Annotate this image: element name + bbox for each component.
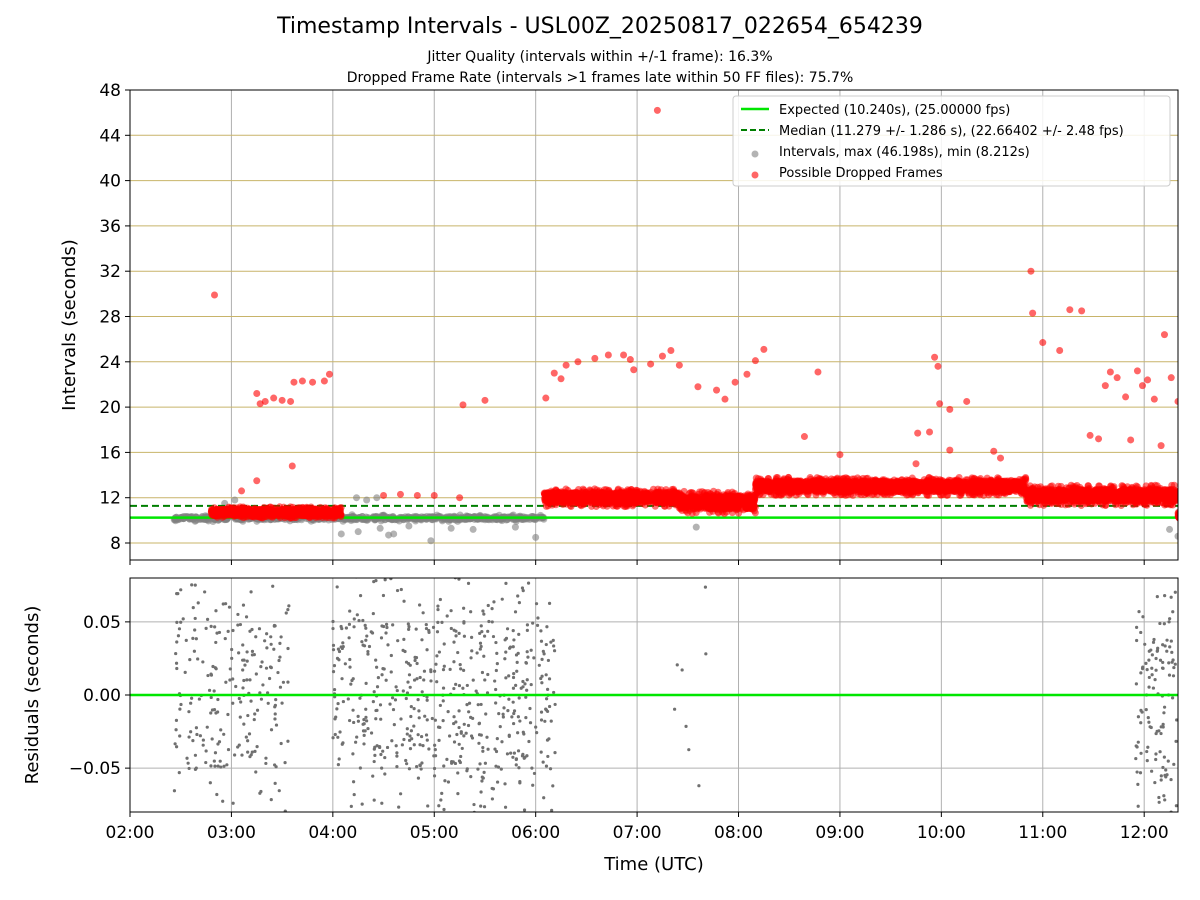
interval-point	[1183, 525, 1190, 532]
interval-point	[1174, 532, 1178, 540]
interval-point	[373, 494, 381, 502]
dropped-frame-point	[281, 508, 289, 516]
interval-point	[337, 530, 345, 538]
dropped-frame-point	[721, 495, 729, 503]
dropped-frame-point	[676, 493, 684, 501]
dropped-frame-point	[714, 508, 722, 516]
dropped-frame-point	[701, 501, 709, 509]
dropped-frame-point	[540, 490, 548, 498]
dropped-frame-point	[334, 505, 342, 513]
dropped-frame-point	[240, 510, 248, 518]
dropped-frame-point	[968, 474, 976, 482]
dropped-frame-point	[217, 505, 225, 513]
dropped-frame-point	[567, 489, 575, 497]
interval-point	[363, 496, 371, 504]
dropped-frame-point	[605, 487, 613, 495]
dropped-frame-point	[714, 493, 722, 501]
interval-point	[692, 523, 700, 531]
top-plot-area	[130, 106, 1190, 545]
interval-point	[511, 523, 519, 531]
dropped-frame-point	[292, 510, 300, 518]
interval-point	[1166, 525, 1174, 533]
dropped-frame-point	[230, 506, 238, 514]
interval-point	[405, 522, 413, 530]
interval-point	[354, 528, 362, 536]
dropped-frame-point	[248, 508, 256, 516]
interval-point	[353, 494, 361, 502]
dropped-frame-point	[222, 505, 230, 513]
dropped-frame-point	[263, 505, 271, 513]
interval-point	[231, 496, 239, 504]
dropped-frame-point	[692, 498, 700, 506]
dropped-frame-point	[582, 491, 590, 499]
dropped-frame-point	[616, 497, 624, 505]
dropped-frame-point	[288, 505, 296, 513]
chart-title: Timestamp Intervals - USL00Z_20250817_02…	[277, 14, 923, 39]
chart-subtitle-dropped: Dropped Frame Rate (intervals >1 frames …	[346, 70, 854, 86]
dropped-frame-point	[594, 499, 602, 507]
dropped-frame-point	[567, 503, 575, 511]
dropped-frame-point	[683, 498, 691, 506]
interval-point	[532, 533, 540, 541]
interval-point	[447, 524, 455, 532]
interval-point	[469, 525, 477, 533]
dropped-frame-point	[323, 509, 331, 517]
dropped-frame-point	[730, 501, 738, 509]
dropped-frame-point	[624, 496, 632, 504]
dropped-frame-point	[632, 490, 640, 498]
dropped-frame-point	[591, 485, 599, 493]
interval-point	[390, 530, 398, 538]
dropped-frame-point	[745, 501, 753, 509]
dropped-frame-point	[255, 507, 263, 515]
dropped-frame-point	[210, 512, 218, 520]
dropped-frame-point	[301, 511, 309, 519]
dropped-frame-point	[606, 500, 614, 508]
dropped-frame-point	[547, 490, 555, 498]
dropped-frame-point	[307, 508, 315, 516]
interval-point	[376, 524, 384, 532]
dropped-frame-point	[544, 502, 552, 510]
dropped-frame-point	[647, 494, 655, 502]
dropped-frame-point	[655, 488, 663, 496]
dropped-frame-point	[555, 495, 563, 503]
chart-subtitle-jitter: Jitter Quality (intervals within +/-1 fr…	[427, 49, 773, 65]
interval-point	[427, 537, 435, 545]
dropped-frame-point	[337, 513, 345, 521]
dropped-frame-point	[271, 507, 279, 515]
dropped-frame-point	[669, 496, 677, 504]
dropped-frame-point	[670, 487, 678, 495]
dropped-frame-point	[633, 497, 641, 505]
dropped-frame-point	[723, 504, 731, 512]
dropped-frame-point	[315, 510, 323, 518]
dropped-frame-point	[574, 493, 582, 501]
